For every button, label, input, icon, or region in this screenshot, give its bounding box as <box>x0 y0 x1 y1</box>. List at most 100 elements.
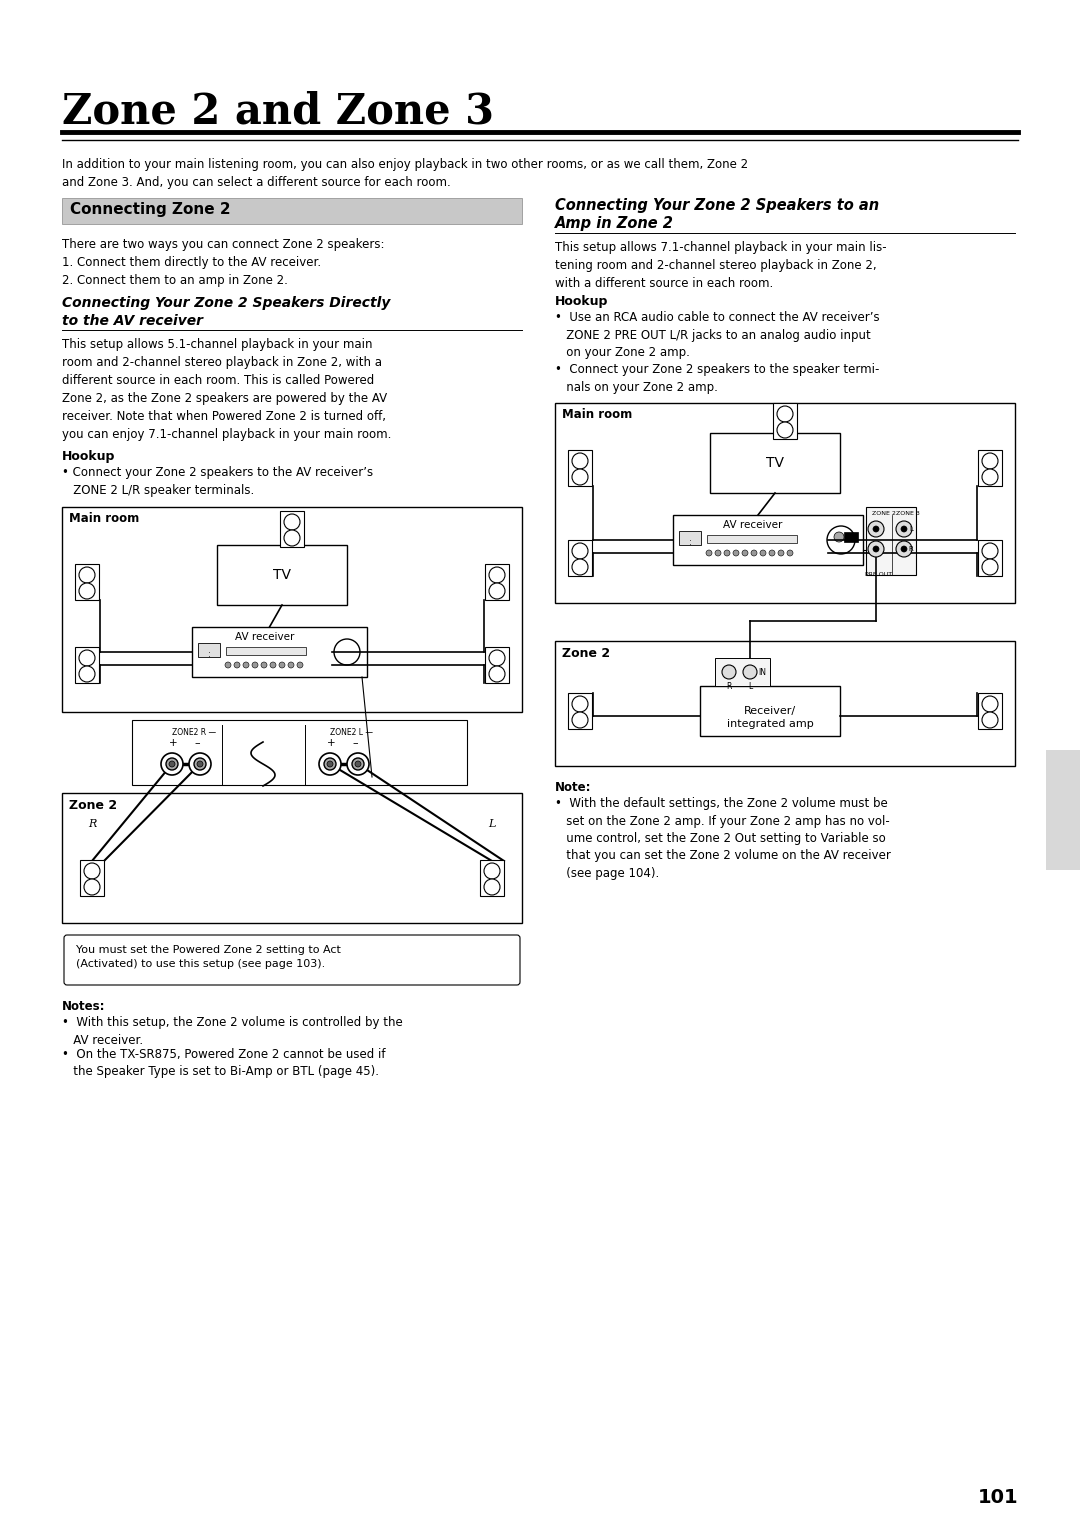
Bar <box>978 694 1002 729</box>
Circle shape <box>189 753 211 775</box>
Text: L: L <box>747 681 752 691</box>
Bar <box>978 539 1002 576</box>
Circle shape <box>778 550 784 556</box>
Text: R: R <box>87 819 96 830</box>
Circle shape <box>733 550 739 556</box>
Text: You must set the Powered Zone 2 setting to Act
(Activated) to use this setup (se: You must set the Powered Zone 2 setting … <box>76 944 341 969</box>
Circle shape <box>868 541 885 558</box>
Text: Zone 2: Zone 2 <box>69 799 117 811</box>
Circle shape <box>572 469 588 484</box>
Bar <box>217 545 347 605</box>
Text: ZONE 2: ZONE 2 <box>872 510 896 516</box>
Bar <box>866 507 916 575</box>
Circle shape <box>484 879 500 895</box>
Text: +: + <box>168 738 177 749</box>
Text: –: – <box>194 738 200 749</box>
Circle shape <box>873 526 879 532</box>
Text: TV: TV <box>273 568 291 582</box>
Bar <box>1047 750 1080 869</box>
Circle shape <box>79 666 95 681</box>
Bar <box>843 532 858 542</box>
Circle shape <box>572 452 588 469</box>
Bar <box>707 535 797 542</box>
Circle shape <box>484 863 500 879</box>
Circle shape <box>982 695 998 712</box>
Text: :: : <box>207 649 211 659</box>
Text: •  Connect your Zone 2 speakers to the speaker termi-
   nals on your Zone 2 amp: • Connect your Zone 2 speakers to the sp… <box>555 364 879 394</box>
Text: Main room: Main room <box>562 408 632 422</box>
Circle shape <box>270 662 276 668</box>
Circle shape <box>723 665 735 678</box>
Circle shape <box>743 665 757 678</box>
Text: In addition to your main listening room, you can also enjoy playback in two othe: In addition to your main listening room,… <box>62 157 748 189</box>
Bar <box>568 694 592 729</box>
Circle shape <box>873 545 879 552</box>
Bar <box>978 451 1002 486</box>
Text: to the AV receiver: to the AV receiver <box>62 313 203 329</box>
Circle shape <box>261 662 267 668</box>
Bar <box>485 564 509 601</box>
Circle shape <box>347 753 369 775</box>
Circle shape <box>319 753 341 775</box>
Bar <box>568 539 592 576</box>
Circle shape <box>225 662 231 668</box>
Circle shape <box>777 422 793 439</box>
Bar <box>679 532 701 545</box>
Circle shape <box>769 550 775 556</box>
Bar <box>75 646 99 683</box>
Bar <box>80 860 104 895</box>
Bar <box>280 510 303 547</box>
Circle shape <box>79 584 95 599</box>
Text: Zone 2 and Zone 3: Zone 2 and Zone 3 <box>62 90 494 131</box>
Circle shape <box>827 526 855 555</box>
Text: :: : <box>689 538 691 547</box>
Circle shape <box>901 545 907 552</box>
Circle shape <box>489 666 505 681</box>
Text: ZONE2 L —: ZONE2 L — <box>330 727 373 736</box>
Bar <box>710 432 840 494</box>
Circle shape <box>355 761 361 767</box>
Circle shape <box>742 550 748 556</box>
Text: Connecting Your Zone 2 Speakers Directly: Connecting Your Zone 2 Speakers Directly <box>62 296 390 310</box>
Text: Zone 2: Zone 2 <box>562 646 610 660</box>
Circle shape <box>572 712 588 727</box>
Text: • Connect your Zone 2 speakers to the AV receiver’s
   ZONE 2 L/R speaker termin: • Connect your Zone 2 speakers to the AV… <box>62 466 373 497</box>
Text: Main room: Main room <box>69 512 139 526</box>
Bar <box>75 564 99 601</box>
Circle shape <box>84 863 100 879</box>
Circle shape <box>901 526 907 532</box>
Circle shape <box>297 662 303 668</box>
Circle shape <box>982 559 998 575</box>
Text: 101: 101 <box>977 1488 1018 1507</box>
Text: Connecting Your Zone 2 Speakers to an: Connecting Your Zone 2 Speakers to an <box>555 199 879 212</box>
Circle shape <box>284 530 300 545</box>
Text: Hookup: Hookup <box>62 451 116 463</box>
Text: This setup allows 7.1-channel playback in your main lis-
tening room and 2-chann: This setup allows 7.1-channel playback i… <box>555 241 887 290</box>
Text: •  With this setup, the Zone 2 volume is controlled by the
   AV receiver.: • With this setup, the Zone 2 volume is … <box>62 1016 403 1047</box>
Bar <box>62 199 522 225</box>
Bar <box>568 451 592 486</box>
Circle shape <box>166 758 178 770</box>
Circle shape <box>194 758 206 770</box>
Bar <box>226 646 306 656</box>
Text: R: R <box>908 545 913 552</box>
Circle shape <box>352 758 364 770</box>
Text: L: L <box>909 526 913 532</box>
Circle shape <box>896 541 912 558</box>
Circle shape <box>334 639 360 665</box>
Circle shape <box>284 513 300 530</box>
Circle shape <box>279 662 285 668</box>
Circle shape <box>896 521 912 536</box>
Bar <box>62 793 522 923</box>
Text: TV: TV <box>766 455 784 471</box>
Bar <box>62 507 522 712</box>
Text: Receiver/: Receiver/ <box>744 706 796 717</box>
Circle shape <box>168 761 175 767</box>
Circle shape <box>715 550 721 556</box>
Text: –: – <box>352 738 357 749</box>
Circle shape <box>572 542 588 559</box>
Bar <box>700 686 840 736</box>
Text: +: + <box>327 738 336 749</box>
Text: Hookup: Hookup <box>555 295 608 309</box>
Bar <box>673 515 863 565</box>
